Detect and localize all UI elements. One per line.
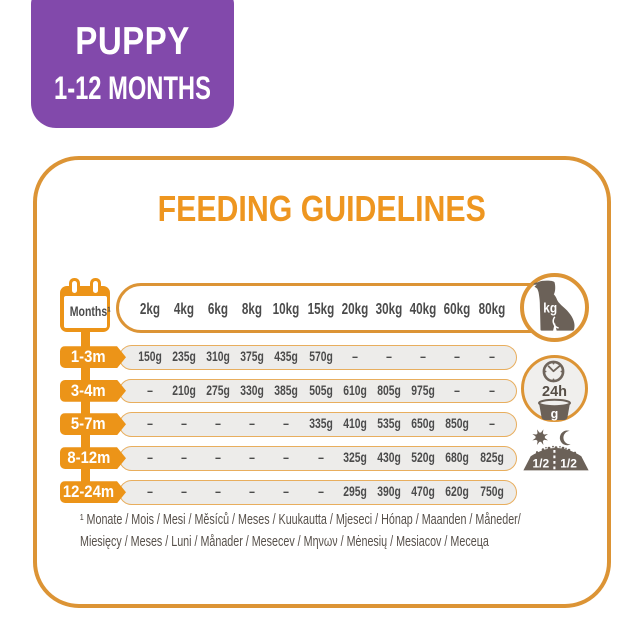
svg-text:1/2: 1/2 <box>532 456 549 470</box>
svg-text:g: g <box>551 407 559 421</box>
svg-text:kg: kg <box>543 300 557 316</box>
svg-text:1/2: 1/2 <box>560 456 577 470</box>
